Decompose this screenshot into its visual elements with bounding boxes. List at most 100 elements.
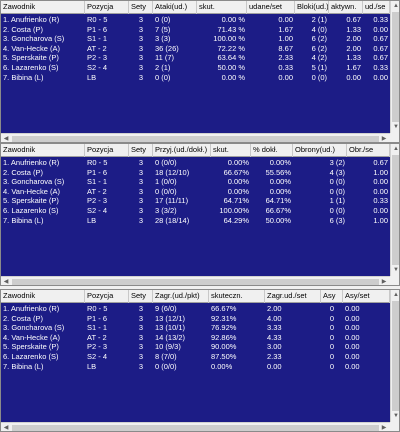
table-cell: 3. Goncharova (S) <box>3 177 65 187</box>
table-cell: 66.67% <box>265 206 291 215</box>
table-cell: R0 - 5 <box>87 15 108 24</box>
table-row[interactable]: 7. Bibina (L) LB 3 0 (0) 0.00 % 0.00 0 (0) 0.00… <box>1 73 390 83</box>
attack-block-stats-table: Zawodnik Pozycja Sety Ataki(ud.) skut. udane/… <box>1 1 390 133</box>
horizontal-scrollbar[interactable]: ◀ ▶ <box>1 422 390 431</box>
column-header[interactable]: Przyj.(ud./dokł.) <box>153 144 211 157</box>
column-header[interactable]: Sety <box>129 144 153 157</box>
table-cell: 1. Anufrienko (R) <box>3 158 60 167</box>
column-header[interactable]: Pozycja <box>85 144 129 157</box>
table-cell: 2.00 <box>346 34 361 44</box>
table-row[interactable]: 5. Sperskaite (P) P2 - 3 3 10 (9/3) 90.00% 3.… <box>1 342 390 352</box>
table-cell: LB <box>87 361 97 371</box>
column-header[interactable]: aktywn. <box>329 1 363 14</box>
table-row[interactable]: 4. Van-Hecke (A) AT - 2 3 0 (0/0) 0.00% 0.00%… <box>1 187 390 197</box>
table-cell: 6. Lazarenko (S) <box>3 352 59 361</box>
table-row[interactable]: 1. Anufrienko (R) R0 - 5 3 0 (0/0) 0.00% 0.00… <box>1 158 390 168</box>
column-header[interactable]: Asy <box>321 290 343 303</box>
scroll-thumb[interactable] <box>12 425 379 431</box>
table-cell: 0.00 <box>373 24 388 34</box>
column-header[interactable]: Obr./se <box>347 144 390 157</box>
table-cell: R0 - 5 <box>87 158 108 167</box>
column-header[interactable]: udane/set <box>247 1 295 14</box>
column-header[interactable]: Ataki(ud.) <box>153 1 197 14</box>
scroll-right-icon[interactable]: ▶ <box>381 425 387 431</box>
column-header[interactable]: Obrony(ud.) <box>293 144 347 157</box>
column-header[interactable]: % dokł. <box>251 144 293 157</box>
column-header[interactable]: skut. <box>211 144 251 157</box>
table-row[interactable]: 2. Costa (P) P1 - 6 3 18 (12/10) 66.67% 55.56… <box>1 168 390 178</box>
table-cell: 3 <box>138 72 144 82</box>
scroll-right-icon[interactable]: ▶ <box>381 136 387 142</box>
column-header[interactable]: Sety <box>129 1 153 14</box>
column-header[interactable]: Zawodnik <box>1 290 85 303</box>
table-cell: 4 (3) <box>329 167 345 177</box>
table-cell: 0 <box>329 342 335 352</box>
table-cell: 3 (3) <box>155 34 171 44</box>
scroll-right-icon[interactable]: ▶ <box>381 279 387 285</box>
column-header[interactable]: Zawodnik <box>1 1 85 14</box>
table-row[interactable]: 3. Goncharova (S) S1 - 1 3 1 (0/0) 0.00% 0.00… <box>1 177 390 187</box>
table-row[interactable]: 4. Van-Hecke (A) AT - 2 3 36 (26) 72.22 % 8.6… <box>1 44 390 54</box>
table-cell: 50.00% <box>265 215 291 225</box>
scroll-thumb[interactable] <box>392 155 399 265</box>
table-row[interactable]: 6. Lazarenko (S) S2 - 4 3 3 (3/2) 100.00% 66.… <box>1 206 390 216</box>
column-header[interactable]: Zagr.ud./set <box>265 290 321 303</box>
vertical-scrollbar[interactable]: ▲ ▼ <box>390 290 399 422</box>
column-header[interactable]: skuteczn. <box>209 290 265 303</box>
scroll-thumb[interactable] <box>392 12 399 122</box>
table-row[interactable]: 1. Anufrienko (R) R0 - 5 3 0 (0) 0.00 % 0.00 2… <box>1 15 390 25</box>
table-row[interactable]: 7. Bibina (L) LB 3 28 (18/14) 64.29% 50.00% 6 … <box>1 216 390 226</box>
table-row[interactable]: 3. Goncharova (S) S1 - 1 3 13 (10/1) 76.92% 3… <box>1 323 390 333</box>
column-header[interactable]: Zawodnik <box>1 144 85 157</box>
table-row[interactable]: 4. Van-Hecke (A) AT - 2 3 14 (13/2) 92.86% 4.… <box>1 333 390 343</box>
table-cell: 92.86% <box>211 332 237 342</box>
scroll-thumb[interactable] <box>12 136 379 142</box>
column-header[interactable]: ud./se <box>363 1 390 14</box>
table-cell: 5. Sperskaite (P) <box>3 342 59 352</box>
scroll-up-icon[interactable]: ▲ <box>393 292 399 298</box>
attack-block-stats-panel: Zawodnik Pozycja Sety Ataki(ud.) skut. udane/… <box>0 0 400 143</box>
table-cell: 6 (3) <box>329 215 345 225</box>
table-cell: 0 (0) <box>155 72 171 82</box>
table-row[interactable]: 3. Goncharova (S) S1 - 1 3 3 (3) 100.00 % 1.0… <box>1 34 390 44</box>
table-cell: 92.31% <box>211 313 237 323</box>
scroll-down-icon[interactable]: ▼ <box>393 267 399 273</box>
table-cell: 0.00 <box>373 186 388 196</box>
table-row[interactable]: 6. Lazarenko (S) S2 - 4 3 2 (1) 50.00 % 0.33 5… <box>1 63 390 73</box>
table-cell: 0 (0/0) <box>155 158 177 167</box>
column-header[interactable]: Asy/set <box>343 290 390 303</box>
scroll-down-icon[interactable]: ▼ <box>393 413 399 419</box>
scroll-left-icon[interactable]: ◀ <box>3 136 9 142</box>
table-cell: 11 (7) <box>155 53 175 63</box>
table-cell: 0.00 <box>267 361 282 371</box>
table-row[interactable]: 6. Lazarenko (S) S2 - 4 3 8 (7/0) 87.50% 2.33… <box>1 352 390 362</box>
table-row[interactable]: 1. Anufrienko (R) R0 - 5 3 9 (6/0) 66.67% 2.0… <box>1 304 390 314</box>
table-row[interactable]: 7. Bibina (L) LB 3 0 (0/0) 0.00% 0.00 0 0.00 <box>1 362 390 372</box>
column-header[interactable]: Zagr.(ud./pkt) <box>153 290 209 303</box>
column-header[interactable]: skut. <box>197 1 247 14</box>
horizontal-scrollbar[interactable]: ◀ ▶ <box>1 276 390 285</box>
table-cell: LB <box>87 72 97 82</box>
table-cell: 18 (12/10) <box>155 167 190 177</box>
column-header[interactable]: Pozycja <box>85 290 129 303</box>
scroll-up-icon[interactable]: ▲ <box>393 3 399 9</box>
column-header[interactable]: Bloki(ud.) <box>295 1 329 14</box>
column-header[interactable]: Sety <box>129 290 153 303</box>
table-cell: 3 (2) <box>329 158 345 167</box>
vertical-scrollbar[interactable]: ▲ ▼ <box>390 144 399 276</box>
table-row[interactable]: 2. Costa (P) P1 - 6 3 13 (12/1) 92.31% 4.00 0 0… <box>1 314 390 324</box>
scroll-down-icon[interactable]: ▼ <box>393 124 399 130</box>
table-cell: 0.00 % <box>221 15 245 24</box>
table-row[interactable]: 5. Sperskaite (P) P2 - 3 3 11 (7) 63.64 % 2.3… <box>1 53 390 63</box>
table-row[interactable]: 5. Sperskaite (P) P2 - 3 3 17 (11/11) 64.71%… <box>1 196 390 206</box>
scroll-left-icon[interactable]: ◀ <box>3 425 9 431</box>
table-row[interactable]: 2. Costa (P) P1 - 6 3 7 (5) 71.43 % 1.67 4 (0)… <box>1 25 390 35</box>
column-header[interactable]: Pozycja <box>85 1 129 14</box>
scroll-thumb[interactable] <box>12 279 379 285</box>
vertical-scrollbar[interactable]: ▲ ▼ <box>390 1 399 133</box>
horizontal-scrollbar[interactable]: ◀ ▶ <box>1 133 390 142</box>
scroll-left-icon[interactable]: ◀ <box>3 279 9 285</box>
table-cell: 0.67 <box>373 53 388 63</box>
scroll-up-icon[interactable]: ▲ <box>393 146 399 152</box>
scroll-thumb[interactable] <box>392 301 399 411</box>
